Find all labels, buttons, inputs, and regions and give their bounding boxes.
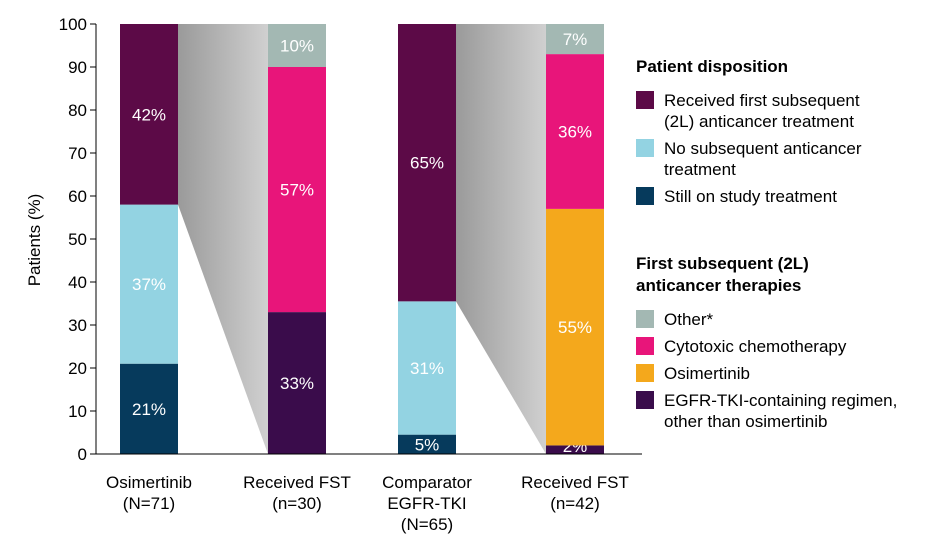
connector-1 bbox=[178, 24, 268, 454]
legend-swatch-chemo bbox=[636, 337, 654, 355]
y-tick-label: 0 bbox=[78, 445, 87, 464]
connector-2 bbox=[456, 24, 546, 454]
bar-comparator: 5% 31% 65% bbox=[398, 24, 456, 454]
y-tick-label: 70 bbox=[68, 144, 87, 163]
bar-segment-chemo bbox=[546, 54, 604, 209]
data-label: 31% bbox=[410, 359, 444, 378]
y-tick-label: 40 bbox=[68, 273, 87, 292]
x-tick-label: Comparator bbox=[382, 473, 472, 492]
legend-label: (2L) anticancer treatment bbox=[664, 112, 854, 131]
legend-swatch-received-2l bbox=[636, 91, 654, 109]
legend-title: First subsequent (2L) bbox=[636, 254, 809, 273]
legend-label: No subsequent anticancer bbox=[664, 139, 862, 158]
bar-osimertinib: 21% 37% 42% bbox=[120, 24, 178, 454]
x-tick-label: EGFR-TKI bbox=[387, 494, 466, 513]
legend-label: other than osimertinib bbox=[664, 412, 827, 431]
legend-label: EGFR-TKI-containing regimen, bbox=[664, 391, 897, 410]
data-label: 5% bbox=[415, 435, 440, 454]
y-tick-label: 90 bbox=[68, 58, 87, 77]
x-tick-label: Received FST bbox=[243, 473, 351, 492]
y-tick-label: 10 bbox=[68, 402, 87, 421]
bar-segment-other bbox=[268, 24, 326, 67]
legend-label: Still on study treatment bbox=[664, 187, 837, 206]
bar-received-fst-osimertinib: 33% 57% 10% bbox=[268, 24, 326, 454]
legend-swatch-other bbox=[636, 310, 654, 328]
bar-segment-received-2l bbox=[398, 24, 456, 302]
bar-segment-egfr-tki-other bbox=[268, 312, 326, 454]
bar-segment-still-on-study bbox=[398, 434, 456, 454]
x-tick-label: Received FST bbox=[521, 473, 629, 492]
legend-swatch-osimertinib-2l bbox=[636, 364, 654, 382]
legend-swatch-egfr-tki-other bbox=[636, 391, 654, 409]
x-axis-labels: Osimertinib (N=71) Received FST (n=30) Compa… bbox=[106, 473, 629, 534]
y-tick-label: 80 bbox=[68, 101, 87, 120]
data-label: 57% bbox=[280, 181, 314, 200]
y-tick-label: 50 bbox=[68, 230, 87, 249]
x-tick-label: (N=71) bbox=[123, 494, 175, 513]
bar-segment-no-subsequent bbox=[398, 301, 456, 435]
legend-label: Received first subsequent bbox=[664, 91, 860, 110]
y-tick-label: 30 bbox=[68, 316, 87, 335]
data-label: 33% bbox=[280, 374, 314, 393]
y-tick-label: 20 bbox=[68, 359, 87, 378]
data-label: 65% bbox=[410, 154, 444, 173]
data-label: 42% bbox=[132, 105, 166, 124]
x-tick-label: (N=65) bbox=[401, 515, 453, 534]
bars-layer: 21%37%42%33%57%10%5%31%65%2%55%36%7% bbox=[120, 24, 604, 456]
x-tick-label: (n=42) bbox=[550, 494, 600, 513]
y-axis: 0 10 20 30 40 50 60 70 80 90 100 bbox=[59, 15, 642, 464]
y-tick-label: 100 bbox=[59, 15, 87, 34]
bar-received-fst-comparator: 2%55%36%7% bbox=[546, 24, 604, 456]
bar-segment-other bbox=[546, 24, 604, 55]
bar-segment-no-subsequent bbox=[120, 204, 178, 364]
x-tick-label: (n=30) bbox=[272, 494, 322, 513]
legend-title: Patient disposition bbox=[636, 57, 788, 76]
data-label: 21% bbox=[132, 400, 166, 419]
legend-label: Osimertinib bbox=[664, 364, 750, 383]
x-tick-label: Osimertinib bbox=[106, 473, 192, 492]
legend-label: Cytotoxic chemotherapy bbox=[664, 337, 847, 356]
data-label: 37% bbox=[132, 275, 166, 294]
y-axis-title: Patients (%) bbox=[25, 194, 44, 287]
legend-swatch-still-on-study bbox=[636, 187, 654, 205]
legend-label: treatment bbox=[664, 160, 736, 179]
legend-title: anticancer therapies bbox=[636, 276, 801, 295]
data-label: 36% bbox=[558, 123, 592, 142]
data-label: 10% bbox=[280, 37, 314, 56]
data-label: 7% bbox=[563, 30, 588, 49]
y-tick-label: 60 bbox=[68, 187, 87, 206]
legend: Patient disposition Received first subseq… bbox=[636, 57, 897, 431]
bar-segment-still-on-study bbox=[120, 363, 178, 454]
legend-label: Other* bbox=[664, 310, 714, 329]
bar-segment-osimertinib-2l bbox=[546, 208, 604, 446]
bar-segment-received-2l bbox=[120, 24, 178, 205]
connectors-layer bbox=[178, 24, 546, 454]
data-label: 55% bbox=[558, 318, 592, 337]
bar-segment-egfr-tki-other bbox=[546, 445, 604, 454]
bar-segment-chemo bbox=[268, 67, 326, 313]
legend-swatch-no-subsequent bbox=[636, 139, 654, 157]
